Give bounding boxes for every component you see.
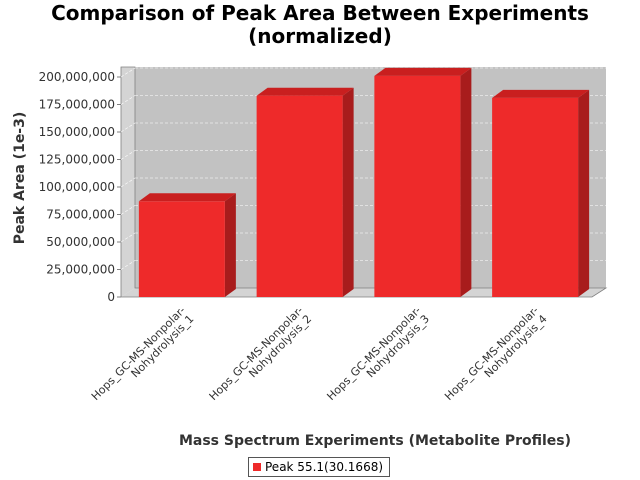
- x-axis: Hops_GC-MS-Nonpolar-Nohydrolysis_1 Hops_G…: [89, 304, 550, 412]
- x-tick-label-line: Hops_GC-MS-Nonpolar-: [89, 304, 188, 403]
- gridline-depth: [120, 67, 136, 78]
- bars: [138, 67, 590, 298]
- y-tick-label: 50,000,000: [46, 235, 115, 249]
- y-tick-label: 200,000,000: [39, 70, 115, 84]
- gridline-depth: [120, 177, 136, 188]
- gridline-depth: [120, 122, 136, 133]
- y-tick-label: 100,000,000: [39, 180, 115, 194]
- legend-swatch: [253, 463, 261, 471]
- gridline-depth: [120, 232, 136, 243]
- plot-floor: [121, 288, 606, 297]
- y-tick-label: 175,000,000: [39, 98, 115, 112]
- bar-top: [256, 87, 354, 96]
- chart-title-line: Comparison of Peak Area Between Experime…: [51, 1, 589, 25]
- y-tick-label: 75,000,000: [46, 208, 115, 222]
- bar: [374, 67, 472, 298]
- bar-front: [256, 95, 343, 297]
- bar-front: [492, 97, 579, 298]
- bar-side: [224, 193, 236, 297]
- bar: [138, 193, 236, 297]
- y-axis-label: Peak Area (1e-3): [12, 112, 28, 245]
- y-axis: 0 25,000,000 50,000,000 75,000,000 100,000,0…: [39, 70, 121, 304]
- bar: [256, 87, 354, 297]
- x-axis-label: Mass Spectrum Experiments (Metabolite Pr…: [179, 433, 571, 449]
- y-tick-label: 0: [107, 290, 115, 304]
- plot-outline: [120, 66, 608, 298]
- bar-front: [138, 201, 225, 297]
- y-tick-label: 150,000,000: [39, 125, 115, 139]
- gridline-depth: [120, 150, 136, 160]
- x-tick-label: Hops_GC-MS-Nonpolar-Nohydrolysis_4: [442, 304, 550, 412]
- bar: [492, 89, 590, 298]
- bar-front: [374, 75, 461, 298]
- x-tick-label: Hops_GC-MS-Nonpolar-Nohydrolysis_3: [324, 304, 432, 412]
- chart-title: Comparison of Peak Area Between Experime…: [0, 2, 640, 48]
- legend-label: Peak 55.1(30.1668): [265, 460, 384, 474]
- bar-top: [492, 89, 590, 98]
- plot-left-wall: [121, 67, 135, 297]
- bar-side: [342, 87, 354, 297]
- x-tick-label-line: Hops_GC-MS-Nonpolar-: [324, 304, 423, 403]
- gridline-depth: [120, 205, 136, 215]
- x-tick-label-line: Hops_GC-MS-Nonpolar-: [442, 304, 541, 403]
- bar-side: [460, 67, 472, 298]
- legend: Peak 55.1(30.1668): [248, 457, 391, 477]
- x-tick-label: Hops_GC-MS-Nonpolar-Nohydrolysis_1: [89, 304, 197, 412]
- x-tick-label-line: Hops_GC-MS-Nonpolar-: [207, 304, 306, 403]
- y-tick-label: 125,000,000: [39, 153, 115, 167]
- gridline-depth: [120, 260, 136, 270]
- gridline-depth: [120, 95, 136, 105]
- x-tick-label: Hops_GC-MS-Nonpolar-Nohydrolysis_2: [207, 304, 315, 412]
- bar-top: [374, 67, 472, 76]
- bar-top: [138, 193, 236, 202]
- bar-side: [578, 89, 590, 298]
- y-tick-label: 25,000,000: [46, 263, 115, 277]
- chart-subtitle-line: (normalized): [248, 24, 392, 48]
